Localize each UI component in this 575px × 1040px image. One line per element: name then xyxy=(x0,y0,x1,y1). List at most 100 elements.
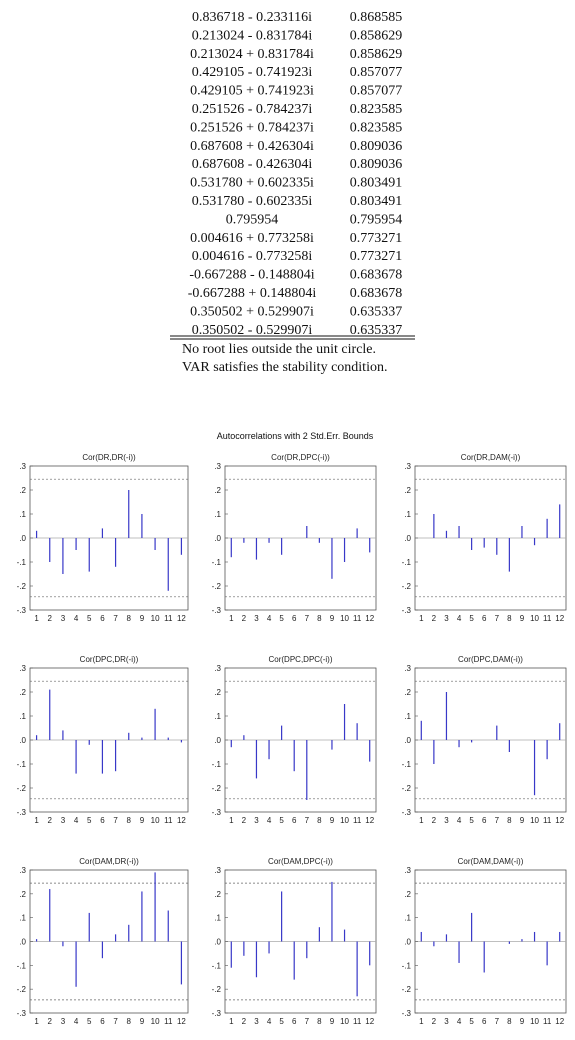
y-tick-label: -.3 xyxy=(212,1009,222,1018)
bar xyxy=(343,704,346,740)
chart-title: Cor(DR,DPC(-i)) xyxy=(271,453,330,462)
bar xyxy=(559,931,561,942)
note: No root lies outside the unit circle. xyxy=(182,342,376,357)
y-tick-label: -.1 xyxy=(212,961,222,970)
y-tick-label: -.3 xyxy=(402,606,412,615)
bar xyxy=(230,538,232,558)
x-tick-label: 3 xyxy=(61,816,66,825)
x-tick-label: 11 xyxy=(543,1017,552,1026)
x-tick-label: 8 xyxy=(127,614,132,623)
y-tick-label: .2 xyxy=(404,890,411,899)
x-tick-label: 6 xyxy=(482,1017,487,1026)
bar xyxy=(471,740,473,743)
bar xyxy=(180,941,183,985)
y-tick-label: .2 xyxy=(214,486,221,495)
bar xyxy=(75,538,77,550)
x-tick-label: 12 xyxy=(365,614,374,623)
y-tick-label: .0 xyxy=(19,938,26,947)
x-tick-label: 9 xyxy=(330,614,335,623)
bar xyxy=(75,740,77,774)
root-cell: 0.350502 - 0.529907i xyxy=(192,323,313,338)
bar xyxy=(521,939,523,942)
modulus-cell: 0.809036 xyxy=(350,139,403,154)
bar xyxy=(154,538,156,550)
x-tick-label: 12 xyxy=(555,816,564,825)
bar xyxy=(533,931,536,942)
y-tick-label: .1 xyxy=(19,914,26,923)
chart-title: Cor(DPC,DR(-i)) xyxy=(80,655,139,664)
y-tick-label: .0 xyxy=(19,736,26,745)
bar xyxy=(433,941,435,947)
x-tick-label: 2 xyxy=(48,614,53,623)
x-tick-label: 7 xyxy=(113,1017,118,1026)
x-tick-label: 8 xyxy=(507,816,512,825)
bar xyxy=(268,740,270,760)
bar xyxy=(49,889,51,942)
x-tick-label: 11 xyxy=(164,614,173,623)
root-cell: 0.687608 - 0.426304i xyxy=(192,157,313,172)
bar xyxy=(306,941,308,959)
y-tick-label: -.3 xyxy=(17,1009,27,1018)
y-tick-label: .1 xyxy=(404,712,411,721)
x-tick-label: 1 xyxy=(229,1017,234,1026)
x-tick-label: 11 xyxy=(353,614,362,623)
x-tick-label: 4 xyxy=(457,1017,462,1026)
bar xyxy=(318,538,320,543)
x-tick-label: 11 xyxy=(543,816,552,825)
bar xyxy=(128,732,130,740)
bar xyxy=(88,912,90,942)
x-tick-label: 9 xyxy=(520,816,525,825)
bar xyxy=(445,530,448,538)
bar xyxy=(141,891,143,942)
y-tick-label: -.3 xyxy=(212,808,222,817)
x-tick-label: 7 xyxy=(113,614,118,623)
x-tick-label: 4 xyxy=(267,816,272,825)
x-tick-label: 6 xyxy=(100,816,105,825)
x-tick-label: 5 xyxy=(279,614,284,623)
bar xyxy=(433,740,435,764)
root-cell: -0.667288 - 0.148804i xyxy=(189,268,314,283)
bar xyxy=(88,538,90,572)
bar xyxy=(101,941,104,959)
bar xyxy=(445,934,448,942)
bar xyxy=(533,740,536,796)
y-tick-label: .2 xyxy=(19,890,26,899)
y-tick-label: -.2 xyxy=(402,985,412,994)
y-tick-label: -.3 xyxy=(17,606,27,615)
y-tick-label: .1 xyxy=(214,712,221,721)
x-tick-label: 8 xyxy=(127,1017,132,1026)
x-tick-label: 2 xyxy=(242,1017,247,1026)
bar xyxy=(167,538,169,591)
bar xyxy=(458,941,460,963)
bar xyxy=(255,740,258,779)
bar xyxy=(154,872,156,942)
x-tick-label: 8 xyxy=(317,816,322,825)
root-cell: -0.667288 + 0.148804i xyxy=(188,286,317,301)
bar xyxy=(369,941,371,966)
bar xyxy=(35,530,38,538)
x-tick-label: 9 xyxy=(330,1017,335,1026)
bar xyxy=(281,891,283,942)
root-cell: 0.213024 - 0.831784i xyxy=(192,28,313,43)
modulus-cell: 0.683678 xyxy=(350,286,403,301)
y-tick-label: -.2 xyxy=(212,582,222,591)
bar xyxy=(75,941,77,987)
bar xyxy=(420,931,422,942)
x-tick-label: 6 xyxy=(292,816,297,825)
bar xyxy=(243,941,245,956)
y-tick-label: .2 xyxy=(214,688,221,697)
modulus-cell: 0.803491 xyxy=(350,176,403,191)
x-tick-label: 5 xyxy=(469,614,474,623)
bar xyxy=(559,723,561,740)
bar xyxy=(508,538,510,572)
y-tick-label: -.2 xyxy=(17,784,27,793)
x-tick-label: 3 xyxy=(254,816,259,825)
x-tick-label: 11 xyxy=(164,1017,173,1026)
chart-title: Cor(DR,DAM(-i)) xyxy=(461,453,521,462)
bar xyxy=(331,881,333,942)
y-tick-label: .3 xyxy=(19,462,26,471)
x-tick-label: 10 xyxy=(530,614,539,623)
bar xyxy=(62,730,64,740)
bar xyxy=(281,538,283,555)
